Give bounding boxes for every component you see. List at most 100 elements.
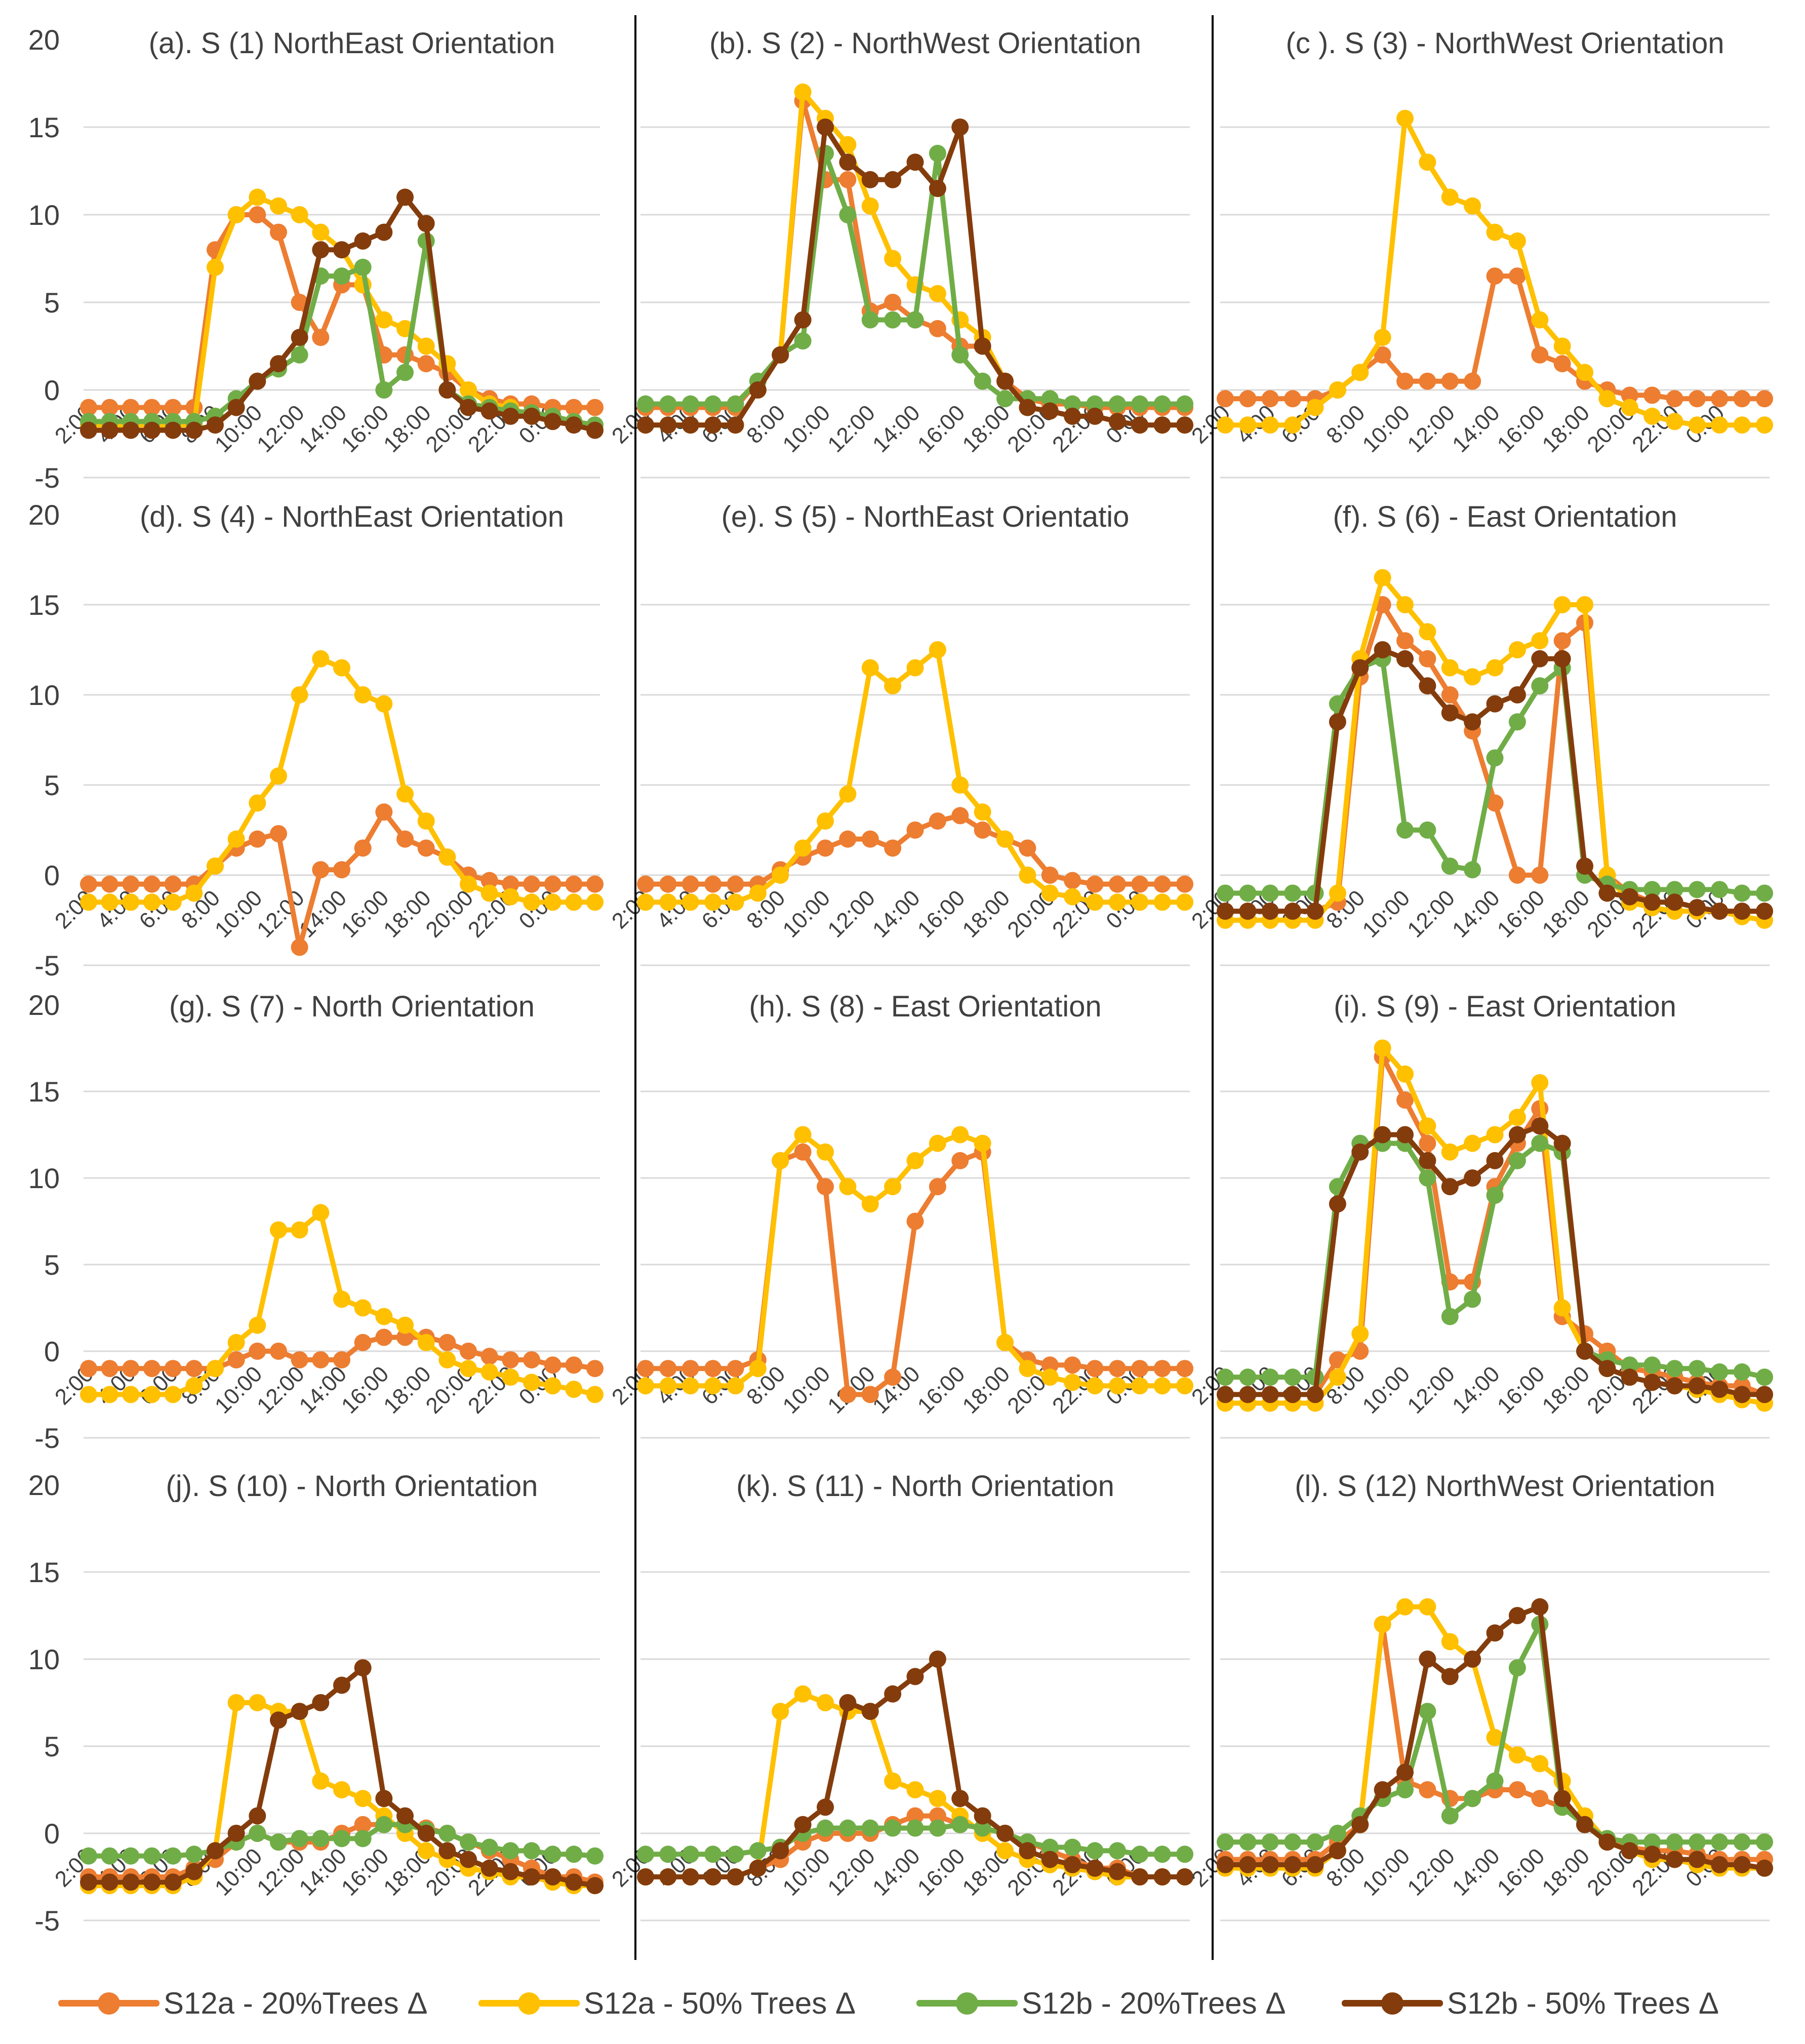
series-s12b-20-trees--point: [480, 1838, 498, 1856]
series-s12b-50-trees--point: [1217, 1386, 1234, 1403]
x-tick-label: 16:00: [913, 885, 970, 942]
panel-6: 2:004:006:008:0010:0012:0014:0016:0018:0…: [1187, 500, 1773, 966]
legend-marker-s12b-20: [956, 1992, 978, 2015]
series-s12b-50-trees--point: [1553, 1790, 1571, 1807]
y-tick-label: 10: [28, 679, 60, 711]
series-s12b-20-trees--point: [1419, 1703, 1436, 1720]
series-s12a-50-trees--point: [333, 1781, 350, 1798]
series-s12a-50-trees--point: [906, 659, 924, 677]
x-tick-label: 10:00: [1358, 885, 1415, 942]
series-s12b-50-trees--point: [291, 1703, 308, 1720]
series-s12a-50-trees--line: [643, 1132, 1187, 1389]
series-s12b-20-trees--point: [312, 1830, 330, 1848]
series-s12a-20-trees--point: [1508, 867, 1526, 884]
series-s12b-50-trees--point: [1486, 1624, 1504, 1642]
series-s12a-20-trees--point: [817, 1178, 834, 1196]
series-s12b-50-trees--line: [1223, 647, 1767, 914]
series-s12b-20-trees--point: [659, 1845, 677, 1863]
series-s12b-20-trees--point: [1064, 395, 1081, 413]
x-tick-label: 18:00: [379, 885, 436, 942]
series-s12b-50-trees--point: [333, 1676, 350, 1694]
series-s12b-20-trees--point: [249, 1825, 266, 1842]
legend-item-s12b-20: S12b - 20%Trees Δ: [916, 1978, 1286, 2028]
series-s12a-50-trees--line: [1223, 575, 1767, 923]
series-s12a-50-trees--point: [1176, 893, 1193, 911]
series-s12b-50-trees--point: [1711, 902, 1729, 920]
series-s12b-50-trees--point: [861, 1703, 879, 1720]
series-s12b-20-trees--point: [1508, 1659, 1526, 1677]
series-s12a-50-trees--point: [1064, 1373, 1081, 1391]
x-tick-label: 10:00: [1358, 400, 1415, 457]
series-s12a-20-trees--point: [1553, 632, 1571, 650]
series-s12a-50-trees--point: [270, 767, 287, 785]
x-tick-label: 12:00: [1402, 1843, 1460, 1901]
x-tick-label: 14:00: [868, 1843, 925, 1901]
series-s12a-20-trees--point: [396, 1328, 414, 1346]
x-tick-label: 18:00: [379, 1361, 436, 1419]
series-s12a-50-trees--point: [1666, 413, 1683, 430]
series-s12a-20-trees--point: [333, 861, 350, 879]
series-s12b-20-trees--point: [1217, 1368, 1234, 1386]
series-s12a-20-trees--point: [906, 1807, 924, 1825]
series-s12b-50-trees--point: [817, 119, 834, 136]
series-s12a-20-trees--point: [1131, 1360, 1149, 1378]
series-s12a-20-trees--point: [544, 1356, 561, 1374]
series-s12b-50-trees--point: [1419, 677, 1436, 695]
series-s12b-20-trees--point: [1666, 1360, 1683, 1378]
x-tick-label: 12:00: [252, 400, 309, 457]
series-s12b-50-trees--point: [1486, 1152, 1504, 1169]
series-s12a-50-trees--point: [794, 839, 812, 857]
series-s12a-50-trees--point: [1598, 390, 1616, 408]
series-s12a-50-trees--point: [249, 794, 266, 812]
series-s12a-50-trees--point: [1486, 1728, 1504, 1746]
series-s12a-20-trees--point: [122, 1360, 140, 1378]
series-s12a-50-trees--point: [1486, 1126, 1504, 1144]
series-s12a-50-trees--point: [249, 188, 266, 206]
x-tick-label: 10:00: [1358, 1361, 1415, 1419]
series-s12a-50-trees--point: [1064, 888, 1081, 906]
series-s12b-50-trees--point: [375, 1790, 393, 1807]
series-s12a-50-trees--line: [643, 647, 1187, 905]
series-s12a-50-trees--point: [312, 650, 330, 667]
series-s12a-50-trees--point: [1019, 1360, 1036, 1378]
series-s12b-50-trees--point: [1576, 1816, 1593, 1833]
series-s12b-20-trees--point: [1486, 749, 1504, 767]
series-s12a-20-trees--point: [637, 1360, 654, 1378]
series-s12b-20-trees--point: [1131, 395, 1149, 413]
series-s12a-50-trees--point: [80, 1386, 97, 1403]
series-s12a-50-trees--point: [1351, 364, 1369, 381]
series-s12b-20-trees--point: [1284, 1368, 1302, 1386]
series-s12b-20-trees--line: [1223, 656, 1767, 896]
series-s12a-20-trees--point: [1019, 839, 1036, 857]
series-s12a-20-trees--point: [375, 803, 393, 821]
series-s12b-50-trees--point: [1019, 399, 1036, 416]
series-s12a-20-trees--point: [659, 1360, 677, 1378]
series-s12b-50-trees--point: [1508, 1607, 1526, 1624]
series-s12a-20-trees--point: [1531, 346, 1549, 364]
panel-title: (g). S (7) - North Orientation: [169, 990, 535, 1023]
series-s12a-20-trees--point: [544, 875, 561, 893]
series-s12b-50-trees--point: [839, 1694, 857, 1711]
series-s12b-20-trees--point: [1176, 395, 1193, 413]
series-s12a-50-trees--point: [1019, 867, 1036, 884]
series-s12b-50-trees--point: [772, 346, 789, 364]
series-s12b-50-trees--point: [1441, 1178, 1459, 1196]
series-s12a-50-trees--point: [906, 1781, 924, 1798]
legend-marker-s12a-20: [98, 1992, 120, 2015]
series-s12a-20-trees--point: [502, 1351, 519, 1369]
series-s12b-20-trees--point: [1108, 1842, 1126, 1860]
panel-title: (k). S (11) - North Orientation: [736, 1470, 1114, 1503]
x-tick-label: 16:00: [1493, 1843, 1550, 1901]
series-s12a-50-trees--point: [544, 893, 561, 911]
series-s12a-50-trees--point: [565, 1381, 583, 1398]
series-s12a-50-trees--point: [207, 258, 224, 276]
series-s12a-50-trees--point: [794, 1685, 812, 1703]
x-tick-label: 16:00: [1493, 885, 1550, 942]
series-s12a-50-trees--point: [80, 893, 97, 911]
series-s12a-20-trees--point: [929, 1178, 946, 1196]
series-s12a-20-trees--point: [101, 875, 118, 893]
series-s12b-20-trees--point: [974, 372, 991, 390]
series-s12b-20-trees--point: [1284, 1833, 1302, 1851]
x-tick-label: 18:00: [1538, 1361, 1595, 1419]
series-s12a-20-trees--point: [312, 329, 330, 346]
